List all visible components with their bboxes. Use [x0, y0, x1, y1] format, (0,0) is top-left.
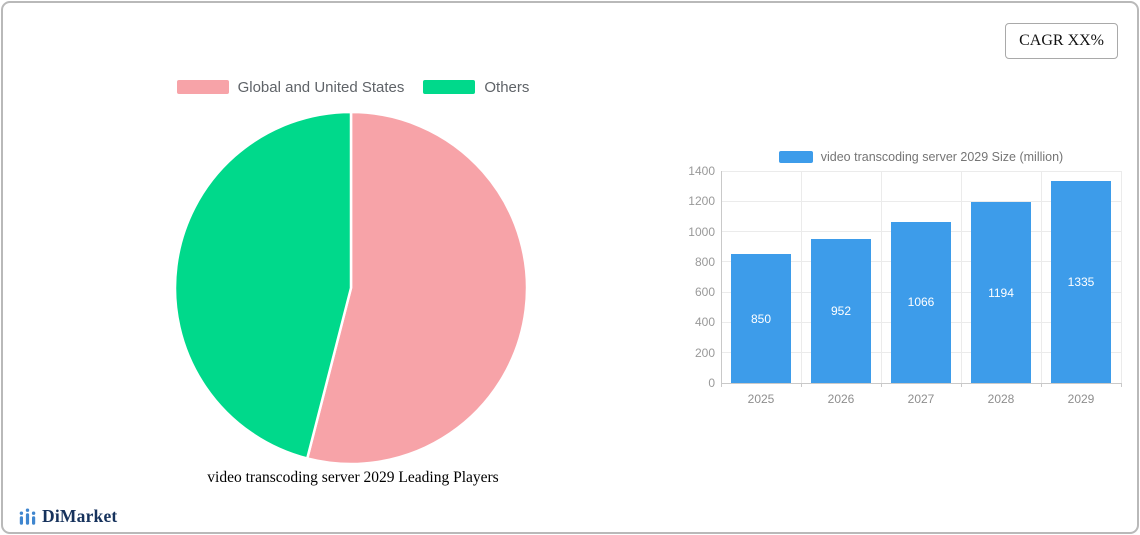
gridline-vertical: [800, 171, 802, 383]
bar-2028: [971, 202, 1031, 383]
bar-2026: [811, 238, 871, 383]
x-axis-tick-label: 2026: [827, 392, 855, 406]
legend-swatch-global-us: [176, 80, 229, 94]
bar-value-label: 850: [750, 311, 772, 326]
y-axis-tick-label: 1400: [688, 164, 715, 178]
y-axis-tick-label: 400: [694, 315, 715, 330]
x-axis-tick: [800, 383, 802, 387]
pie-slice-1: [173, 110, 353, 460]
gridline-horizontal: [721, 170, 1121, 172]
bar-2029: [1051, 180, 1111, 383]
cagr-badge: CAGR XX%: [1005, 23, 1118, 59]
x-axis-tick: [720, 383, 722, 387]
bar-chart: video transcoding server 2029 Size (mill…: [688, 143, 1139, 423]
x-axis-tick: [880, 383, 882, 387]
gridline-vertical: [1040, 171, 1042, 383]
x-axis-tick-label: 2029: [1067, 392, 1095, 406]
gridline-vertical: [960, 171, 962, 383]
legend-swatch-others: [423, 80, 476, 94]
bar-chart-logo-icon: [19, 508, 36, 525]
gridline-vertical: [1120, 171, 1122, 383]
y-axis-tick-label: 600: [694, 285, 715, 300]
pie-legend: Global and United States Others: [3, 77, 703, 97]
legend-item-global-us: Global and United States: [176, 78, 405, 96]
bar-value-label: 1335: [1067, 274, 1095, 289]
legend-item-others: Others: [423, 79, 529, 96]
y-axis-tick-label: 200: [694, 345, 715, 360]
bar-2027: [891, 221, 951, 383]
gridline-horizontal: [721, 200, 1121, 202]
x-axis-tick: [1040, 383, 1042, 387]
x-axis-tick-label: 2027: [907, 392, 935, 406]
bar-chart-legend: video transcoding server 2029 Size (mill…: [703, 149, 1139, 165]
y-axis-tick-label: 1200: [688, 194, 715, 209]
bar-value-label: 1066: [907, 295, 935, 310]
legend-label-others: Others: [484, 78, 530, 96]
x-axis-line: [721, 382, 1121, 384]
legend-label-global-us: Global and United States: [237, 78, 405, 96]
bar-value-label: 952: [830, 303, 852, 318]
y-axis-line: [720, 171, 722, 383]
pie-slice-0: [305, 110, 529, 466]
x-axis-tick: [1120, 383, 1122, 387]
y-axis-tick-label: 1000: [688, 224, 715, 239]
bar-legend-label: video transcoding server 2029 Size (mill…: [820, 150, 1064, 164]
legend-swatch-size: [778, 151, 813, 163]
pie-chart: [173, 110, 529, 466]
y-axis-tick-label: 800: [694, 254, 715, 269]
x-axis-tick-label: 2025: [747, 392, 775, 406]
x-axis-tick: [960, 383, 962, 387]
gridline-vertical: [880, 171, 882, 383]
logo-text: DiMarket: [42, 506, 118, 526]
x-axis-tick-label: 2028: [987, 392, 1015, 406]
dimarket-logo: DiMarket: [18, 506, 117, 527]
y-axis-tick-label: 0: [708, 376, 715, 390]
pie-chart-title: video transcoding server 2029 Leading Pl…: [207, 469, 499, 486]
bar-value-label: 1194: [988, 285, 1014, 300]
bar-2025: [731, 254, 791, 383]
